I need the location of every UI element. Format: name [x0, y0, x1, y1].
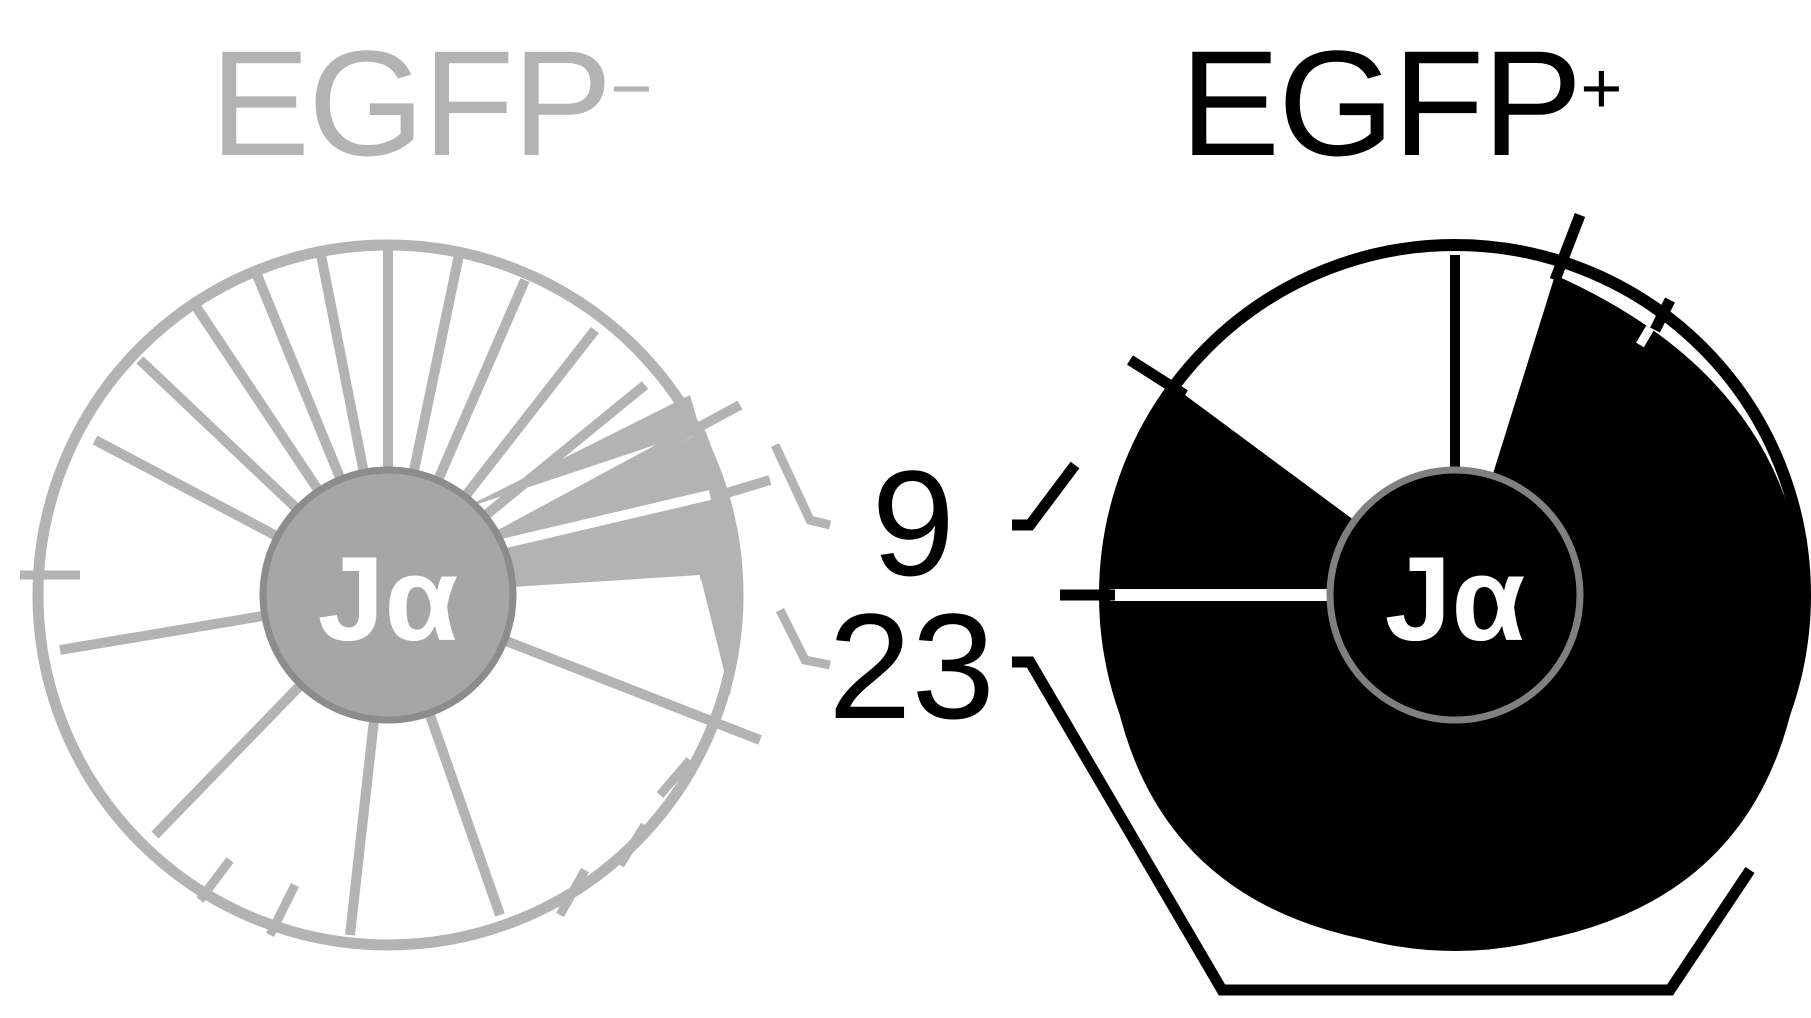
egfp-negative-wheel — [20, 239, 832, 951]
positive-white-tick — [1636, 325, 1654, 348]
negative-hub-label: Jα — [318, 532, 459, 666]
egfp-positive-title-text: EGFP — [1180, 19, 1582, 187]
egfp-negative-title-text: EGFP — [210, 19, 612, 187]
egfp-negative-superscript: − — [610, 49, 652, 129]
negative-wedge-large — [388, 430, 740, 695]
positive-hub-label: Jα — [1385, 532, 1526, 666]
egfp-positive-superscript: + — [1580, 49, 1622, 129]
connector-23 — [1012, 656, 1755, 996]
positive-rim-ticks — [1060, 213, 1675, 601]
negative-hub — [259, 466, 517, 724]
egfp-positive-title: EGFP+ — [1180, 28, 1622, 178]
positive-hub — [1326, 466, 1584, 724]
connector-9 — [1012, 461, 1080, 531]
family-label-9: 9 — [872, 439, 955, 607]
negative-tabs — [770, 443, 832, 670]
negative-rim-ticks — [20, 570, 730, 938]
family-label-23: 23 — [828, 582, 995, 750]
egfp-negative-title: EGFP− — [210, 28, 652, 178]
